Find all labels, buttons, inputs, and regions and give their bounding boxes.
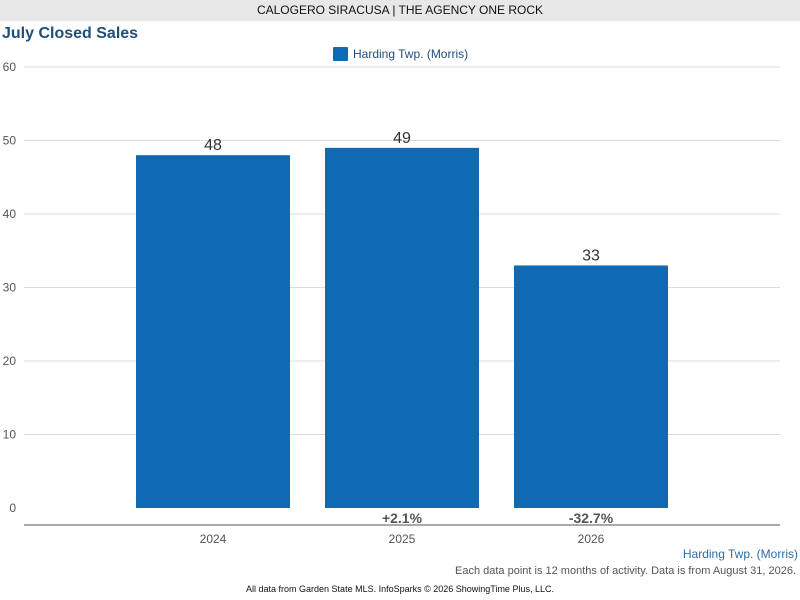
bar-value-label: 33 [582, 247, 600, 264]
y-tick-label: 0 [9, 501, 16, 515]
y-tick-label: 10 [3, 428, 17, 442]
x-tick-label: 2026 [578, 532, 605, 546]
x-tick-label: 2024 [200, 532, 227, 546]
data-note: Each data point is 12 months of activity… [455, 565, 796, 577]
bar-value-label: 48 [204, 137, 222, 154]
change-percent-label: -32.7% [569, 510, 614, 526]
y-tick-label: 30 [3, 281, 17, 295]
bar [325, 147, 479, 508]
x-tick-label: 2025 [389, 532, 416, 546]
data-source: All data from Garden State MLS. InfoSpar… [246, 584, 554, 594]
change-percent-label: +2.1% [382, 510, 423, 526]
bar-value-label: 49 [393, 130, 411, 147]
y-tick-label: 60 [3, 60, 17, 74]
footer-series-label[interactable]: Harding Twp. (Morris) [682, 547, 798, 561]
y-tick-label: 20 [3, 354, 17, 368]
legend-swatch [333, 47, 348, 61]
bar [136, 155, 290, 508]
legend-label: Harding Twp. (Morris) [353, 47, 469, 61]
bar [514, 265, 668, 508]
y-tick-label: 50 [3, 134, 17, 148]
y-tick-label: 40 [3, 207, 17, 221]
legend[interactable]: Harding Twp. (Morris) [333, 46, 468, 62]
chart-title: July Closed Sales [2, 25, 139, 42]
agent-banner: CALOGERO SIRACUSA | THE AGENCY ONE ROCK [0, 0, 800, 21]
